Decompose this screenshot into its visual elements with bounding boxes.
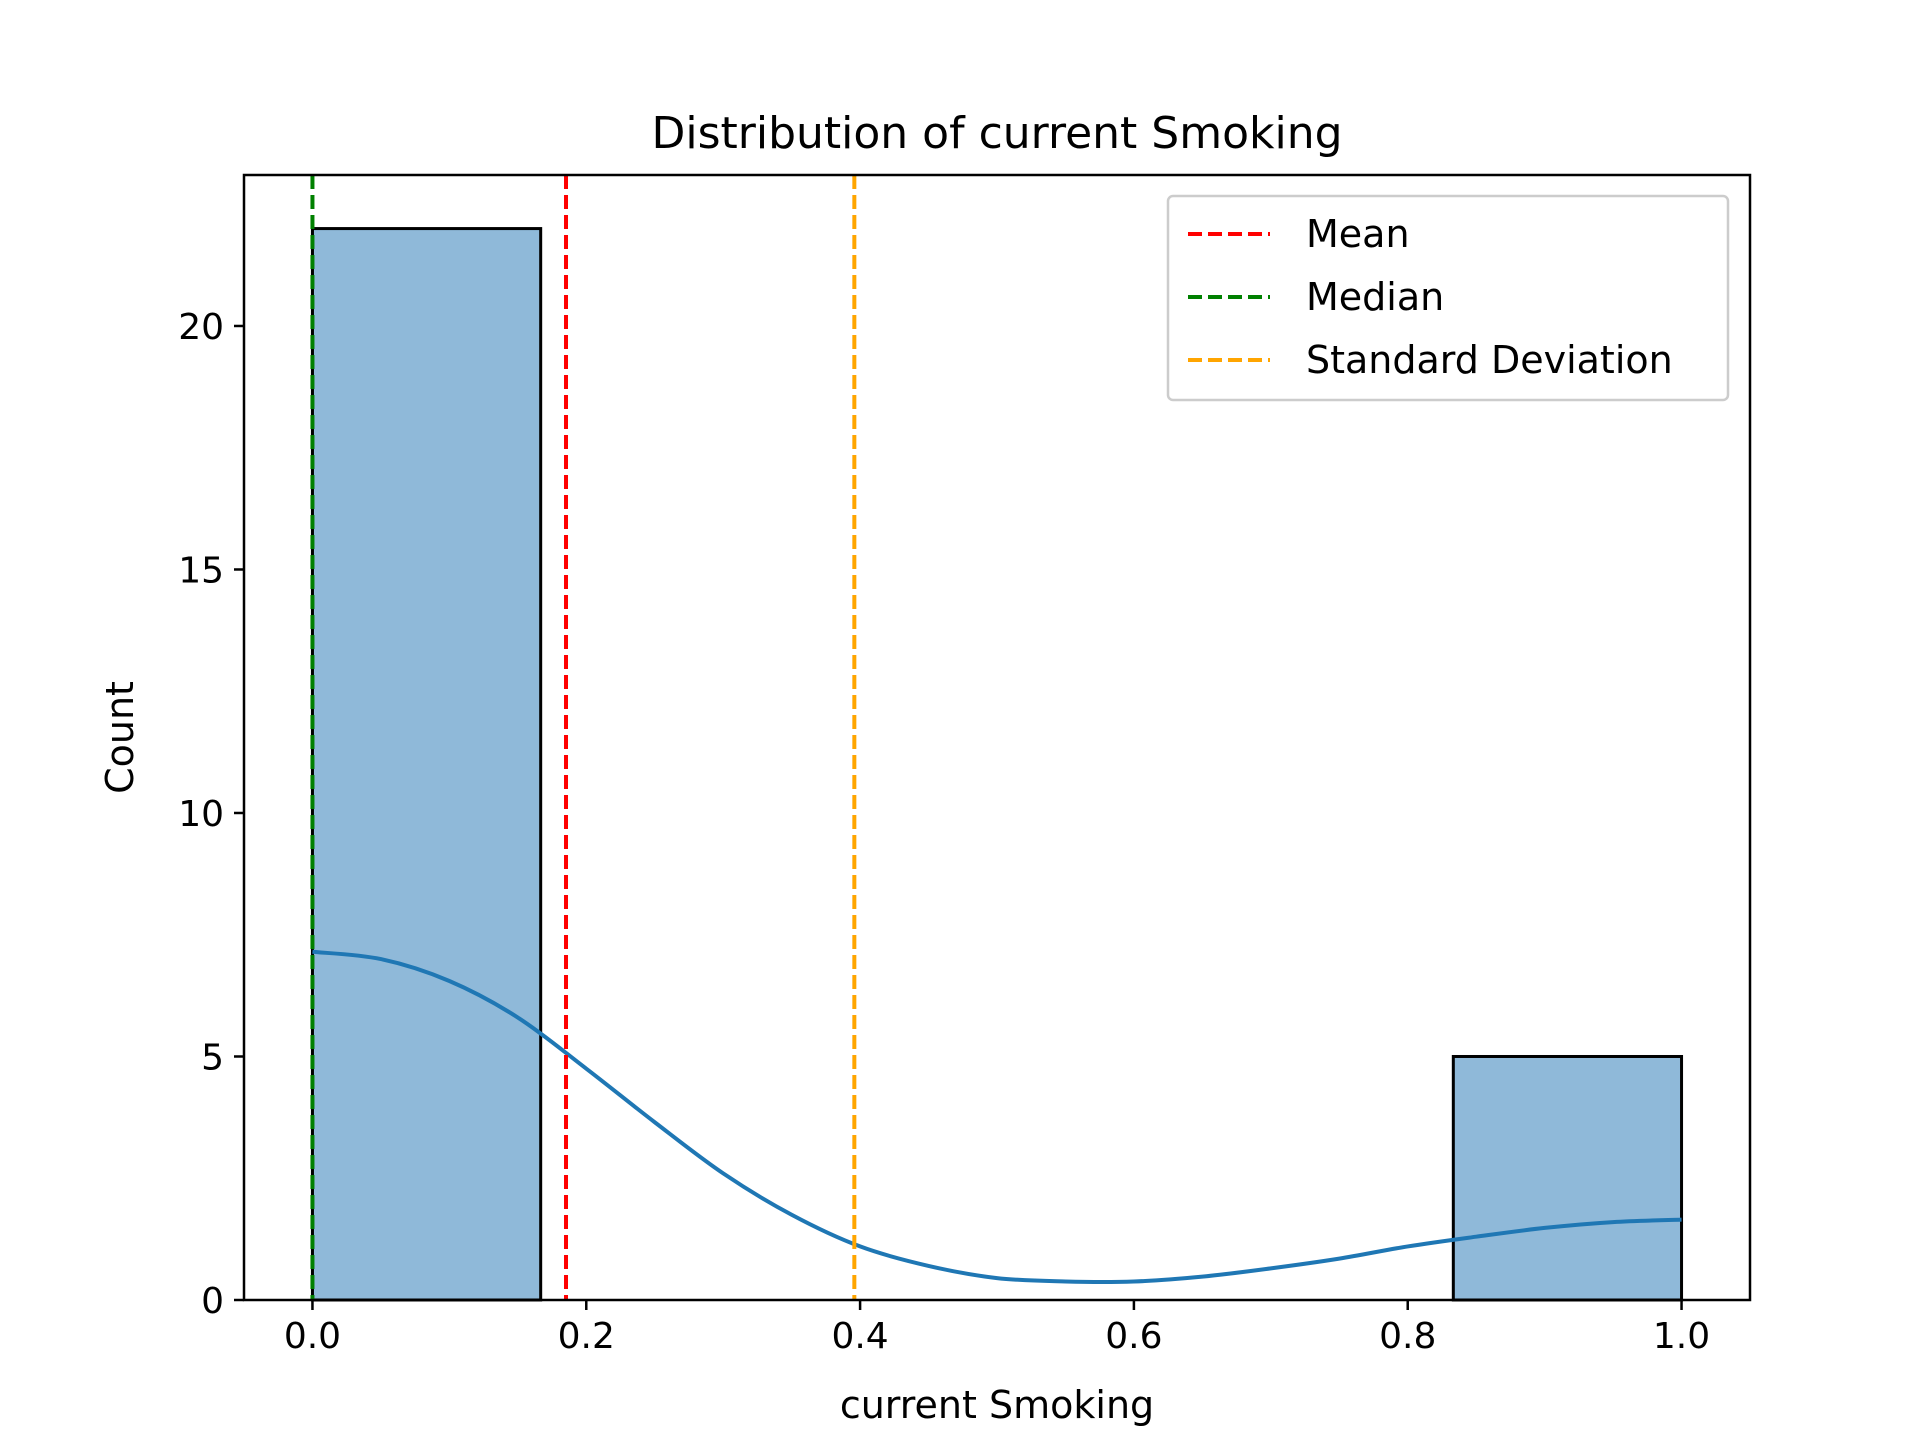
histogram-bar-1 bbox=[1451, 1054, 1684, 1302]
x-tick-label: 0.2 bbox=[558, 1316, 615, 1357]
x-tick-label: 0.6 bbox=[1105, 1316, 1162, 1357]
chart-marks bbox=[310, 175, 1684, 1302]
legend: Mean Median Standard Deviation bbox=[1166, 194, 1730, 402]
legend-label: Mean bbox=[1306, 212, 1410, 256]
y-tick-label: 10 bbox=[178, 794, 224, 835]
chart-title: Distribution of current Smoking bbox=[651, 108, 1342, 159]
x-tick-label: 0.4 bbox=[831, 1316, 888, 1357]
x-tick-label: 0.8 bbox=[1379, 1316, 1436, 1357]
legend-box bbox=[1166, 194, 1730, 402]
plot-frame bbox=[242, 173, 1752, 1302]
x-tick-label: 0.0 bbox=[284, 1316, 341, 1357]
legend-label: Median bbox=[1306, 275, 1444, 319]
legend-label: Standard Deviation bbox=[1306, 338, 1673, 382]
y-axis-label: Count bbox=[98, 681, 142, 794]
y-tick-label: 20 bbox=[178, 307, 224, 348]
x-tick-label: 1.0 bbox=[1653, 1316, 1710, 1357]
x-axis-label: current Smoking bbox=[840, 1383, 1154, 1427]
histogram-bar-0 bbox=[310, 227, 543, 1302]
y-tick-label: 5 bbox=[201, 1037, 224, 1078]
kde-curve bbox=[312, 949, 1682, 1285]
axes: 0.0 0.2 0.4 0.6 0.8 1.0 0 5 10 15 20 bbox=[178, 307, 1710, 1357]
y-tick-label: 15 bbox=[178, 550, 224, 591]
y-tick-label: 0 bbox=[201, 1281, 224, 1322]
